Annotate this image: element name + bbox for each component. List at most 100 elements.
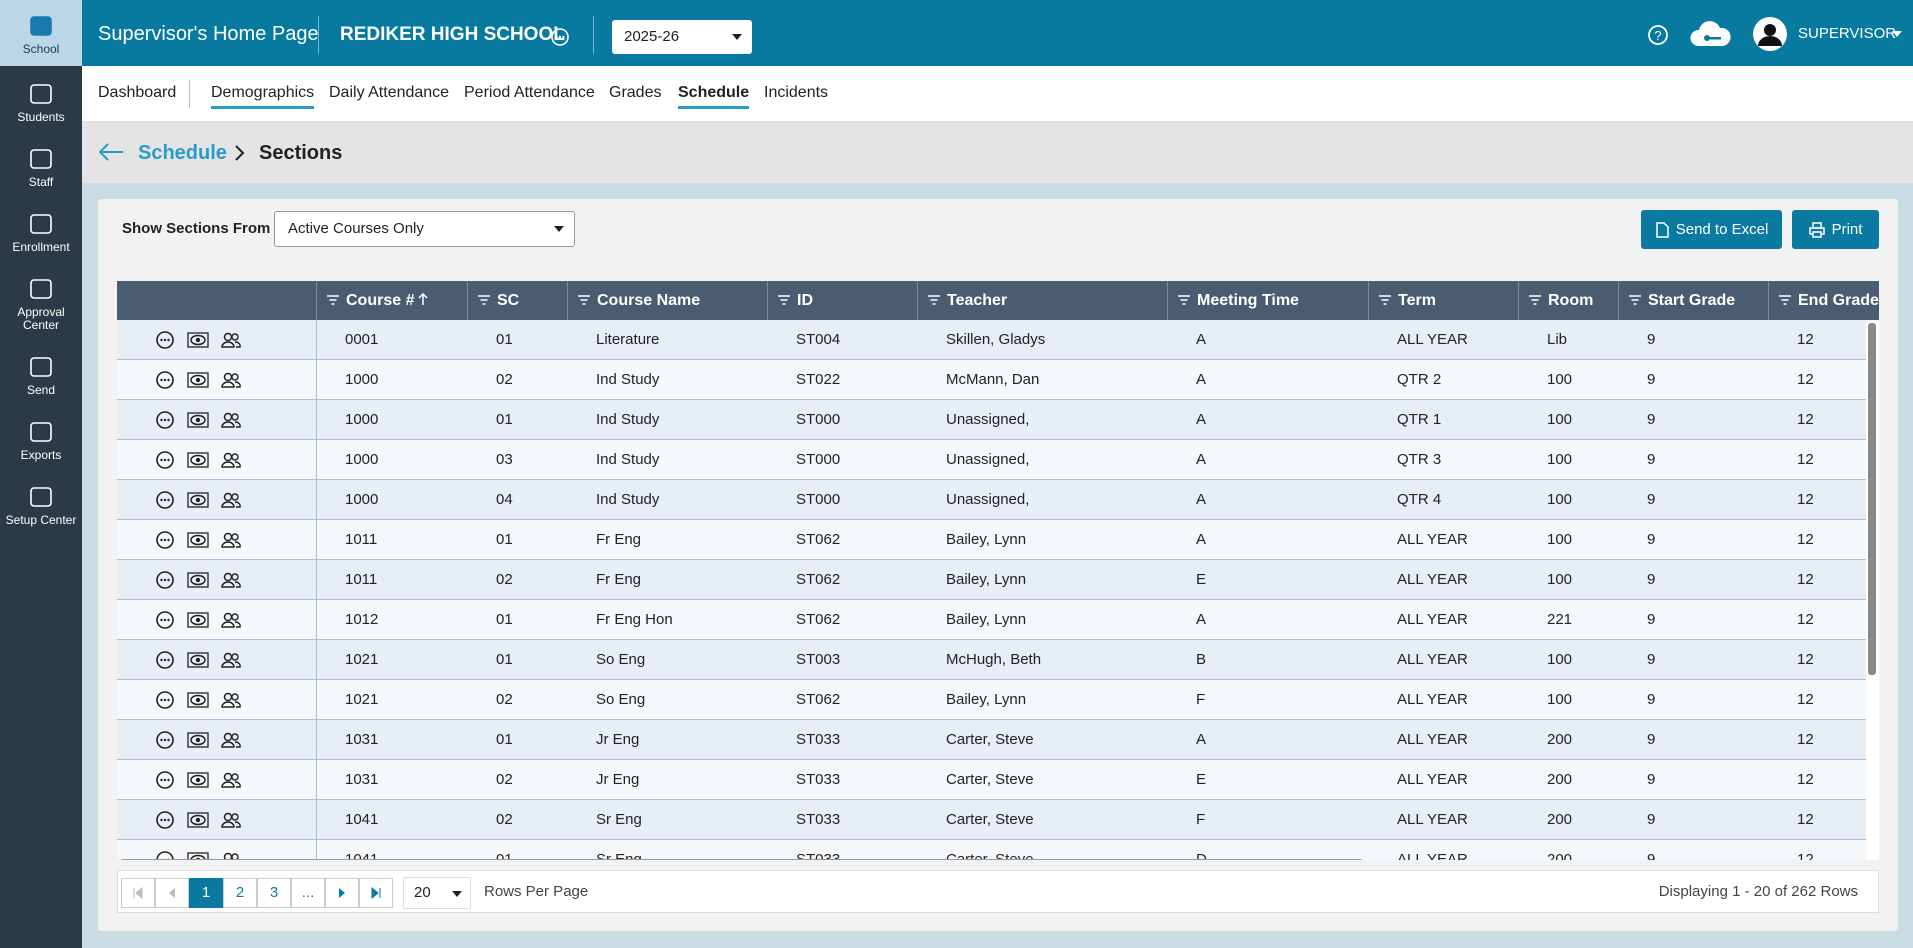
view-icon[interactable] xyxy=(187,330,209,350)
first-page-button[interactable] xyxy=(121,878,155,908)
filter-icon[interactable] xyxy=(1379,295,1391,305)
nav-tab[interactable]: Daily Attendance xyxy=(329,84,450,101)
previous-page-button[interactable] xyxy=(155,878,189,908)
filter-icon[interactable] xyxy=(778,295,790,305)
row-menu-icon[interactable] xyxy=(155,690,177,710)
print-button[interactable]: Print xyxy=(1792,210,1879,249)
cloud-key-icon[interactable] xyxy=(1690,20,1732,50)
column-header[interactable]: Meeting Time xyxy=(1167,281,1368,320)
view-icon[interactable] xyxy=(187,770,209,790)
page-button[interactable]: 1 xyxy=(189,878,223,908)
roster-icon[interactable] xyxy=(220,530,242,550)
school-name[interactable]: REDIKER HIGH SCHOOL xyxy=(340,24,565,45)
view-icon[interactable] xyxy=(187,370,209,390)
page-button[interactable]: 2 xyxy=(223,878,257,908)
roster-icon[interactable] xyxy=(220,570,242,590)
row-menu-icon[interactable] xyxy=(155,330,177,350)
row-menu-icon[interactable] xyxy=(155,730,177,750)
column-header[interactable]: End Grade xyxy=(1768,281,1879,320)
table-cell: 9 xyxy=(1647,771,1656,788)
view-icon[interactable] xyxy=(187,410,209,430)
row-menu-icon[interactable] xyxy=(155,770,177,790)
help-icon[interactable]: ? xyxy=(1647,24,1669,46)
table-cell: QTR 1 xyxy=(1397,411,1442,428)
view-icon[interactable] xyxy=(187,450,209,470)
view-icon[interactable] xyxy=(187,810,209,830)
nav-tab[interactable]: Dashboard xyxy=(98,84,177,101)
view-icon[interactable] xyxy=(187,730,209,750)
row-menu-icon[interactable] xyxy=(155,450,177,470)
vertical-scrollbar[interactable] xyxy=(1868,323,1876,675)
row-menu-icon[interactable] xyxy=(155,650,177,670)
filter-icon[interactable] xyxy=(1529,295,1541,305)
filter-select[interactable]: Active Courses Only xyxy=(274,211,575,247)
user-name[interactable]: SUPERVISOR xyxy=(1798,25,1897,42)
column-header[interactable]: SC xyxy=(467,281,567,320)
roster-icon[interactable] xyxy=(220,810,242,830)
nav-tab[interactable]: Period Attendance xyxy=(464,84,595,101)
page-button[interactable]: ... xyxy=(291,878,325,908)
view-icon[interactable] xyxy=(187,490,209,510)
column-header[interactable]: Room xyxy=(1518,281,1618,320)
sidebar-item[interactable]: Staff xyxy=(0,135,82,197)
next-page-button[interactable] xyxy=(325,878,359,908)
back-arrow[interactable] xyxy=(98,142,124,162)
roster-icon[interactable] xyxy=(220,370,242,390)
roster-icon[interactable] xyxy=(220,850,242,860)
filter-icon[interactable] xyxy=(928,295,940,305)
roster-icon[interactable] xyxy=(220,490,242,510)
filter-icon[interactable] xyxy=(1629,295,1641,305)
sidebar-item[interactable]: School xyxy=(0,0,82,66)
sidebar-item[interactable]: Exports xyxy=(0,408,82,470)
view-icon[interactable] xyxy=(187,650,209,670)
filter-icon[interactable] xyxy=(1178,295,1190,305)
nav-tab[interactable]: Incidents xyxy=(764,84,829,101)
nav-tab[interactable]: Schedule xyxy=(678,84,750,109)
filter-icon[interactable] xyxy=(327,295,339,305)
sidebar-item[interactable]: Setup Center xyxy=(0,473,82,535)
nav-tab[interactable]: Grades xyxy=(609,84,662,101)
column-header[interactable]: Course # xyxy=(316,281,467,320)
avatar[interactable] xyxy=(1752,16,1788,52)
view-icon[interactable] xyxy=(187,610,209,630)
roster-icon[interactable] xyxy=(220,330,242,350)
row-menu-icon[interactable] xyxy=(155,410,177,430)
row-menu-icon[interactable] xyxy=(155,810,177,830)
sidebar-item[interactable]: Approval Center xyxy=(0,265,82,332)
column-header[interactable]: ID xyxy=(767,281,917,320)
column-header[interactable]: Start Grade xyxy=(1618,281,1768,320)
year-select[interactable]: 2025-26 xyxy=(612,20,752,54)
roster-icon[interactable] xyxy=(220,410,242,430)
view-icon[interactable] xyxy=(187,690,209,710)
nav-tab[interactable]: Demographics xyxy=(211,84,315,109)
column-header[interactable]: Teacher xyxy=(917,281,1167,320)
view-icon[interactable] xyxy=(187,530,209,550)
last-page-button[interactable] xyxy=(359,878,393,908)
row-menu-icon[interactable] xyxy=(155,610,177,630)
row-menu-icon[interactable] xyxy=(155,370,177,390)
roster-icon[interactable] xyxy=(220,650,242,670)
filter-icon[interactable] xyxy=(578,295,590,305)
row-menu-icon[interactable] xyxy=(155,490,177,510)
send-to-excel-button[interactable]: Send to Excel xyxy=(1641,210,1782,249)
sidebar-item[interactable]: Send xyxy=(0,343,82,405)
school-menu-icon[interactable] xyxy=(550,27,570,47)
rows-per-page-select[interactable]: 20 xyxy=(403,877,471,909)
column-header[interactable]: Course Name xyxy=(567,281,767,320)
roster-icon[interactable] xyxy=(220,690,242,710)
breadcrumb-parent[interactable]: Schedule xyxy=(138,142,227,164)
row-menu-icon[interactable] xyxy=(155,570,177,590)
row-menu-icon[interactable] xyxy=(155,530,177,550)
roster-icon[interactable] xyxy=(220,610,242,630)
column-header[interactable]: Term xyxy=(1368,281,1518,320)
horizontal-scrollbar[interactable] xyxy=(120,859,1363,860)
roster-icon[interactable] xyxy=(220,450,242,470)
filter-icon[interactable] xyxy=(478,295,490,305)
roster-icon[interactable] xyxy=(220,770,242,790)
filter-icon[interactable] xyxy=(1779,295,1791,305)
sidebar-item[interactable]: Students xyxy=(0,70,82,132)
view-icon[interactable] xyxy=(187,570,209,590)
roster-icon[interactable] xyxy=(220,730,242,750)
page-button[interactable]: 3 xyxy=(257,878,291,908)
sidebar-item[interactable]: Enrollment xyxy=(0,200,82,262)
